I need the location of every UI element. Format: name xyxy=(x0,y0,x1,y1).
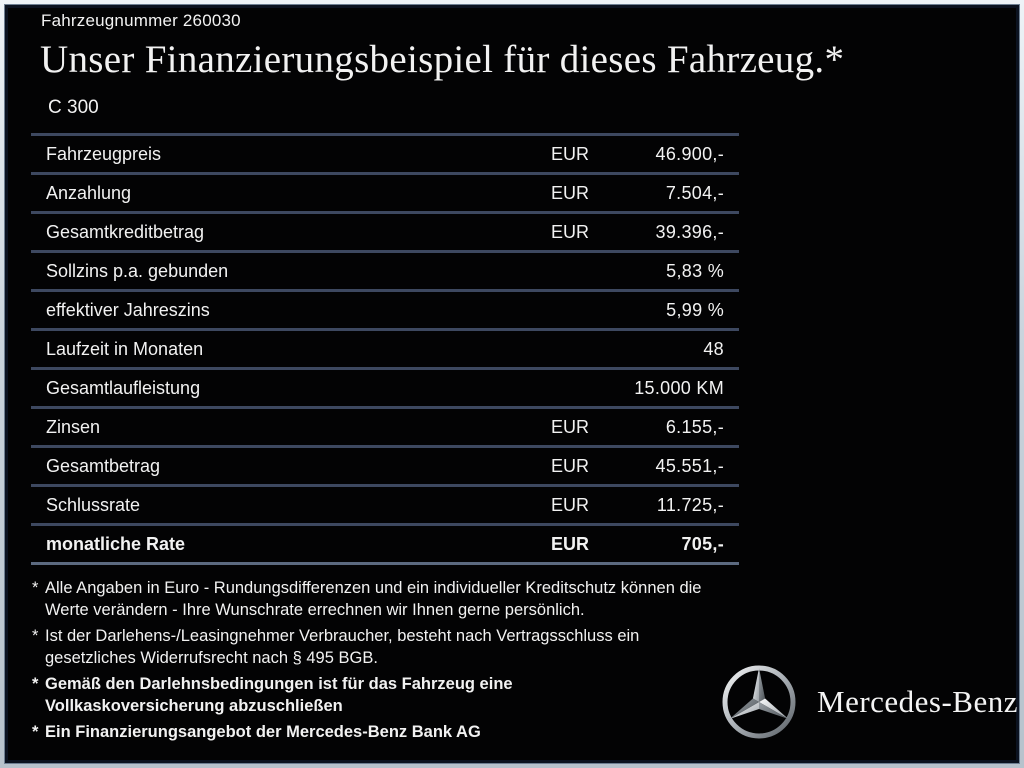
table-row: Sollzins p.a. gebunden 5,83 % xyxy=(31,250,739,289)
table-row: monatliche Rate EUR 705,- xyxy=(31,523,739,562)
row-value: 5,99 % xyxy=(666,299,724,320)
table-row: Gesamtlaufleistung 15.000 KM xyxy=(31,367,739,406)
table-row: effektiver Jahreszins 5,99 % xyxy=(31,289,739,328)
row-label: Schlussrate xyxy=(46,494,141,515)
footnotes: * Alle Angaben in Euro - Rundungsdiffere… xyxy=(32,578,708,749)
footnote: * Ist der Darlehens-/Leasingnehmer Verbr… xyxy=(32,626,708,669)
footnote-text: Gemäß den Darlehnsbedingungen ist für da… xyxy=(45,675,513,715)
row-label: Anzahlung xyxy=(46,182,132,203)
table-row: Gesamtkreditbetrag EUR 39.396,- xyxy=(31,211,739,250)
row-label: Sollzins p.a. gebunden xyxy=(46,260,229,281)
row-value: 705,- xyxy=(681,533,724,554)
row-label: effektiver Jahreszins xyxy=(46,299,210,320)
footnote-marker: * xyxy=(32,579,39,597)
row-currency: EUR xyxy=(551,143,590,164)
row-value: 48 xyxy=(703,338,724,359)
footnote-marker: * xyxy=(32,627,39,645)
page-title: Unser Finanzierungsbeispiel für dieses F… xyxy=(40,38,845,81)
footnote-marker: * xyxy=(32,675,39,693)
row-value: 6.155,- xyxy=(665,416,724,437)
row-value: 11.725,- xyxy=(656,494,724,515)
table-row: Fahrzeugpreis EUR 46.900,- xyxy=(31,133,739,172)
row-label: Gesamtlaufleistung xyxy=(46,377,201,398)
row-currency: EUR xyxy=(551,221,590,242)
footnote-text: Ein Finanzierungsangebot der Mercedes-Be… xyxy=(45,723,481,741)
brand-block: Mercedes-Benz xyxy=(717,660,1018,744)
row-label: monatliche Rate xyxy=(46,533,186,554)
vehicle-number: Fahrzeugnummer 260030 xyxy=(41,11,241,30)
brand-wordmark: Mercedes-Benz xyxy=(817,684,1019,719)
row-label: Gesamtkreditbetrag xyxy=(46,221,205,242)
row-label: Fahrzeugpreis xyxy=(46,143,162,164)
row-currency: EUR xyxy=(551,494,590,515)
row-value: 39.396,- xyxy=(655,221,724,242)
row-value: 46.900,- xyxy=(655,143,724,164)
table-row: Gesamtbetrag EUR 45.551,- xyxy=(31,445,739,484)
row-label: Gesamtbetrag xyxy=(46,455,161,476)
footnote-text: Ist der Darlehens-/Leasingnehmer Verbrau… xyxy=(45,627,640,667)
mercedes-star-icon xyxy=(722,665,796,739)
row-value: 7.504,- xyxy=(665,182,724,203)
table-row: Laufzeit in Monaten 48 xyxy=(31,328,739,367)
footnote: * Gemäß den Darlehnsbedingungen ist für … xyxy=(32,674,708,717)
footnote-text: Alle Angaben in Euro - Rundungsdifferenz… xyxy=(45,579,702,619)
row-value: 45.551,- xyxy=(655,455,724,476)
table-row: Schlussrate EUR 11.725,- xyxy=(31,484,739,523)
row-currency: EUR xyxy=(551,416,590,437)
table-row: Anzahlung EUR 7.504,- xyxy=(31,172,739,211)
row-currency: EUR xyxy=(551,455,590,476)
table-row: Zinsen EUR 6.155,- xyxy=(31,406,739,445)
row-value: 5,83 % xyxy=(666,260,724,281)
footnote: * Alle Angaben in Euro - Rundungsdiffere… xyxy=(32,578,708,621)
footnote-marker: * xyxy=(32,723,39,741)
row-value: 15.000 KM xyxy=(634,377,724,398)
row-currency: EUR xyxy=(551,182,590,203)
finance-table: Fahrzeugpreis EUR 46.900,- Anzahlung EUR… xyxy=(31,133,739,565)
finance-offer-sheet: Fahrzeugnummer 260030 Unser Finanzierung… xyxy=(4,4,1020,764)
row-label: Zinsen xyxy=(46,416,101,437)
vehicle-model: C 300 xyxy=(48,97,99,118)
row-label: Laufzeit in Monaten xyxy=(46,338,204,359)
footnote: * Ein Finanzierungsangebot der Mercedes-… xyxy=(32,722,708,744)
row-currency: EUR xyxy=(551,533,590,554)
